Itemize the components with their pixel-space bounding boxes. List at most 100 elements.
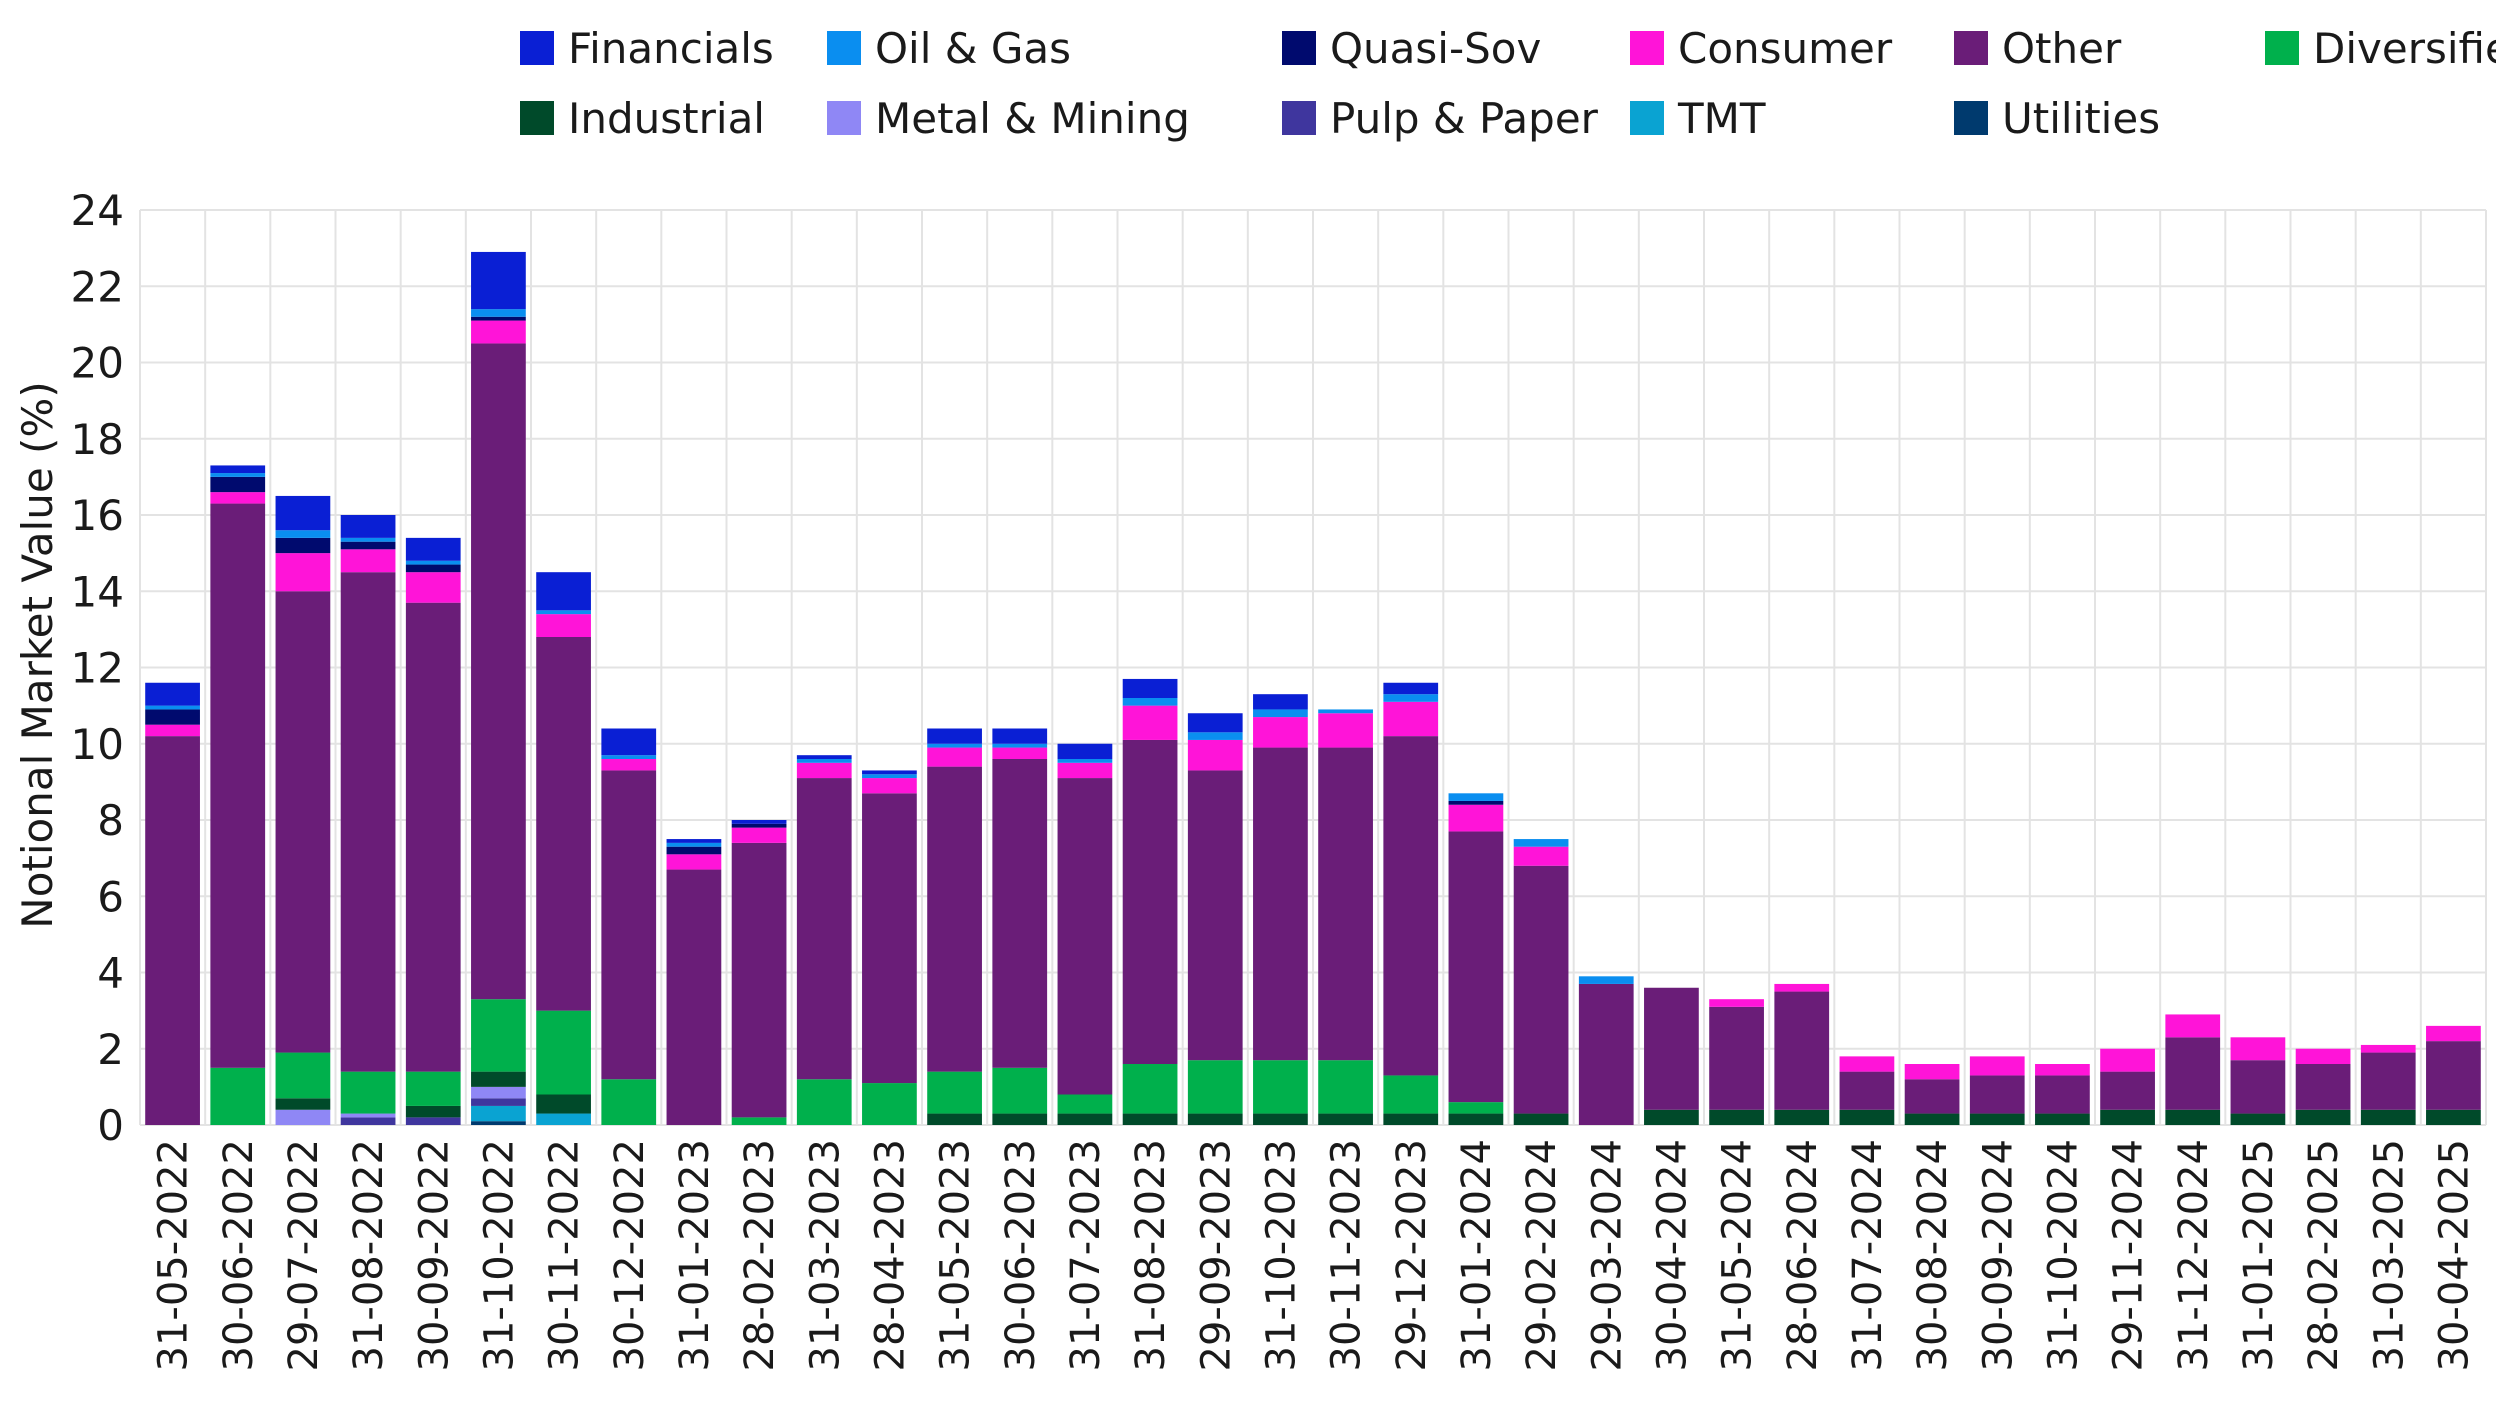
bar-segment — [992, 728, 1048, 744]
bar-segment — [927, 747, 982, 767]
bar-segment — [1904, 1113, 1960, 1125]
bar-segment — [471, 999, 526, 1072]
y-tick-label: 8 — [97, 796, 124, 845]
bar-segment — [1774, 1109, 1830, 1125]
legend-label: Financials — [568, 23, 774, 73]
bar-segment — [1904, 1079, 1960, 1114]
bar-segment — [145, 705, 200, 710]
bar-segment — [1057, 762, 1113, 779]
x-tick-label: 29-11-2024 — [2106, 1139, 2152, 1371]
bar-stack — [2360, 1044, 2416, 1125]
bar-segment — [1057, 759, 1113, 763]
legend-swatch — [1630, 31, 1664, 65]
x-tick-label: 31-05-2024 — [1715, 1139, 1761, 1371]
bar-segment — [1122, 739, 1178, 1064]
bar-segment — [536, 614, 591, 637]
bar-segment — [2165, 1109, 2221, 1125]
legend-swatch — [827, 31, 861, 65]
legend-label: TMT — [1678, 93, 1766, 143]
bar-segment — [796, 778, 852, 1080]
bar-segment — [2230, 1037, 2286, 1061]
bar-segment — [210, 465, 266, 474]
bar-stack — [1709, 999, 1764, 1125]
bar-segment — [405, 564, 461, 573]
bar-segment — [210, 1067, 266, 1125]
x-tick-label: 31-08-2022 — [346, 1139, 392, 1371]
bar-segment — [145, 736, 200, 1125]
y-tick-label: 10 — [71, 720, 124, 769]
bar-segment — [731, 827, 787, 843]
legend-label: Diversified — [2313, 23, 2496, 73]
bar-segment — [471, 1071, 526, 1087]
x-tick-label: 31-10-2022 — [476, 1139, 522, 1371]
y-tick-label: 14 — [71, 567, 124, 616]
x-tick-label: 29-02-2024 — [1519, 1139, 1565, 1371]
bar-segment — [275, 495, 331, 531]
x-tick-label: 29-09-2023 — [1193, 1139, 1239, 1371]
bar-segment — [1318, 747, 1373, 1061]
x-tick-label: 28-04-2023 — [867, 1139, 913, 1371]
bar-segment — [601, 755, 657, 759]
bar-segment — [210, 473, 266, 477]
bar-segment — [1187, 1113, 1243, 1125]
bar-segment — [2426, 1041, 2481, 1110]
bar-segment — [2165, 1037, 2221, 1110]
bar-segment — [471, 1098, 526, 1106]
bar-stack — [2035, 1064, 2090, 1125]
bar-segment — [1383, 694, 1439, 702]
bar-segment — [1187, 739, 1243, 771]
bar-segment — [1448, 793, 1504, 801]
x-tick-label: 31-03-2025 — [2366, 1139, 2412, 1371]
legend-swatch — [1630, 101, 1664, 135]
x-tick-label: 29-12-2023 — [1389, 1139, 1435, 1371]
bar-segment — [1253, 717, 1308, 748]
bar-stack — [1644, 987, 1699, 1125]
bar-segment — [862, 793, 917, 1084]
bar-segment — [1383, 701, 1439, 737]
bar-stack — [2165, 1014, 2221, 1125]
bar-segment — [1448, 1113, 1504, 1125]
bar-segment — [1969, 1056, 2025, 1076]
y-tick-label: 24 — [71, 186, 124, 235]
bar-stack — [601, 728, 657, 1125]
bar-stack — [1839, 1056, 1895, 1125]
bar-segment — [1709, 1006, 1764, 1110]
x-tick-label: 30-11-2023 — [1324, 1139, 1370, 1371]
bar-segment — [1644, 987, 1699, 1110]
bar-segment — [1448, 800, 1504, 805]
bar-segment — [862, 1083, 917, 1125]
bar-segment — [927, 766, 982, 1072]
bar-segment — [1644, 1109, 1699, 1125]
bar-stack — [666, 839, 722, 1125]
bar-segment — [1253, 709, 1308, 718]
bar-segment — [275, 1052, 331, 1099]
bar-segment — [1122, 1064, 1178, 1114]
legend-label: Consumer — [1678, 23, 1893, 73]
y-tick-label: 4 — [97, 949, 124, 998]
bar-segment — [1513, 865, 1569, 1114]
bar-segment — [2295, 1048, 2351, 1064]
bar-segment — [1383, 682, 1439, 695]
bar-stack — [145, 682, 200, 1125]
bar-segment — [145, 682, 200, 706]
bar-segment — [927, 728, 982, 744]
bar-segment — [992, 1067, 1048, 1114]
y-tick-label: 6 — [97, 872, 124, 921]
x-tick-label: 31-05-2023 — [933, 1139, 979, 1371]
bar-segment — [731, 1117, 787, 1125]
bar-segment — [145, 724, 200, 737]
bar-segment — [1318, 713, 1373, 748]
x-tick-label: 31-10-2023 — [1258, 1139, 1304, 1371]
legend-item: Diversified — [2265, 18, 2496, 78]
bar-segment — [1969, 1075, 2025, 1114]
bar-segment — [927, 1071, 982, 1114]
bar-stack — [862, 770, 917, 1125]
legend-item: Industrial — [520, 88, 765, 148]
bar-segment — [1057, 778, 1113, 1095]
bar-segment — [2360, 1109, 2416, 1125]
x-tick-label: 28-02-2025 — [2301, 1139, 2347, 1371]
bar-segment — [405, 1071, 461, 1106]
bar-segment — [1253, 747, 1308, 1061]
bar-segment — [1513, 846, 1569, 866]
legend-label: Utilities — [2002, 93, 2161, 143]
